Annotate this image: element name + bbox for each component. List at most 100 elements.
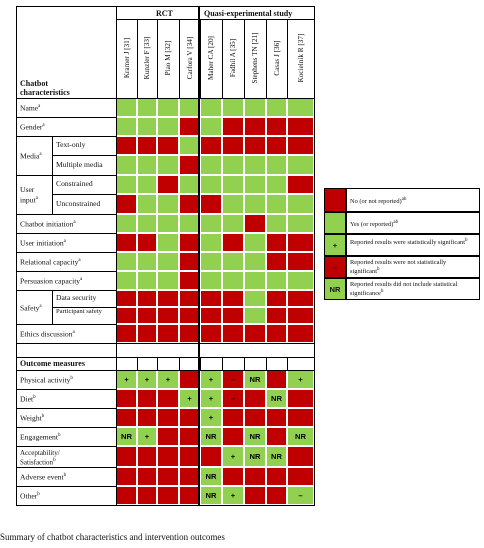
cell — [287, 324, 314, 343]
outcome-label-text: Adverse event — [20, 472, 64, 482]
outcome-cell: NR — [200, 486, 222, 505]
cell — [244, 252, 266, 271]
column-rule — [179, 19, 180, 98]
cell — [244, 233, 266, 252]
outcome-cell — [116, 486, 137, 505]
cell — [287, 194, 314, 214]
footnote-mark: a — [35, 195, 38, 201]
cell — [157, 194, 179, 214]
outcome-cell — [179, 427, 200, 446]
cell — [200, 98, 222, 117]
cell — [222, 290, 244, 307]
column-rule — [287, 357, 288, 370]
group-separator — [198, 6, 201, 505]
outcome-label-text: Weight — [20, 413, 42, 423]
column-rule — [179, 357, 180, 370]
legend-label-text: No (or not reported) — [350, 198, 402, 206]
cell — [244, 271, 266, 290]
outcome-cell — [157, 446, 179, 467]
outcome-cell: NR — [244, 370, 266, 389]
cell — [116, 290, 137, 307]
cell — [179, 214, 200, 233]
outcome-cell — [116, 408, 137, 427]
footnote-mark: b — [57, 433, 61, 438]
row-label-text: Name — [20, 103, 39, 113]
cell — [116, 194, 137, 214]
row-rule — [16, 117, 116, 118]
figure-caption: Summary of chatbot characteristics and i… — [0, 532, 225, 542]
row-rule — [52, 155, 116, 156]
cell — [266, 290, 287, 307]
column-rule — [200, 357, 201, 370]
cell — [137, 136, 157, 155]
row-rule — [16, 446, 116, 447]
cell — [287, 271, 314, 290]
cell — [200, 136, 222, 155]
outcome-cell — [157, 467, 179, 486]
outcome-cell — [222, 467, 244, 486]
cell — [266, 155, 287, 175]
row-label-text: Media — [20, 151, 40, 161]
outcome-cell: + — [222, 446, 244, 467]
cell — [287, 98, 314, 117]
cell — [244, 175, 266, 194]
cell — [244, 307, 266, 324]
cell — [116, 136, 137, 155]
cell — [157, 290, 179, 307]
footnote-mark: b — [33, 395, 36, 400]
outcome-cell: + — [222, 486, 244, 505]
outcome-label: Dietb — [20, 394, 36, 404]
group-header-rule — [116, 19, 314, 20]
outcome-cell — [266, 486, 287, 505]
row-label: Chatbot initiationa — [20, 219, 76, 229]
footnote-mark: a — [78, 258, 81, 263]
footnote-mark: b — [53, 457, 56, 463]
header-rule — [16, 98, 314, 99]
cell — [200, 155, 222, 175]
row-label-text: Persuasion capacity — [20, 276, 81, 286]
cell — [137, 271, 157, 290]
outcome-cell: NR — [244, 446, 266, 467]
outcome-cell: – — [222, 389, 244, 408]
row-sublabel: Text-only — [56, 140, 86, 149]
outcome-cell: NR — [116, 427, 137, 446]
footnote-mark: a — [72, 330, 75, 335]
column-rule — [222, 357, 223, 370]
outcome-cell — [266, 408, 287, 427]
cell — [287, 155, 314, 175]
cell — [200, 233, 222, 252]
cell — [266, 271, 287, 290]
row-label-text: Gender — [20, 122, 43, 132]
row-label: Mediaa — [20, 151, 42, 161]
cell — [244, 98, 266, 117]
cell — [200, 252, 222, 271]
row-rule — [52, 194, 116, 195]
cell — [157, 324, 179, 343]
cell — [157, 252, 179, 271]
cell — [116, 252, 137, 271]
outcome-cell — [116, 389, 137, 408]
study-header: Piao M [32] — [164, 40, 172, 76]
outcome-cell: – — [287, 486, 314, 505]
cell — [137, 233, 157, 252]
cell — [244, 117, 266, 136]
cell — [287, 175, 314, 194]
row-rule — [16, 252, 116, 253]
outcome-cell — [266, 467, 287, 486]
outcome-cell — [287, 467, 314, 486]
study-header: Kocielnik R [37] — [296, 33, 305, 83]
footnote-mark: b — [70, 376, 73, 381]
row-label-text: Safety — [20, 303, 40, 313]
column-rule — [157, 19, 158, 98]
row-label-text: User — [20, 185, 35, 194]
outcome-cell: NR — [287, 427, 314, 446]
legend-label: Yes (or reported)ab — [350, 219, 476, 229]
cell — [137, 252, 157, 271]
column-rule — [222, 19, 223, 98]
cell — [266, 117, 287, 136]
legend-label-text: Reported results were statistically sign… — [350, 239, 466, 247]
cell — [266, 98, 287, 117]
row-label: User inputa — [20, 185, 38, 205]
sublabel-rule — [52, 155, 53, 175]
row-label-text: Relational capacity — [20, 257, 79, 267]
